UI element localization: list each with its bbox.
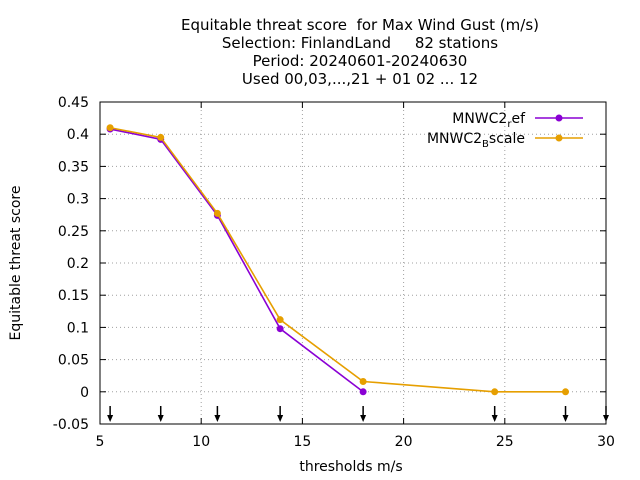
x-tick-label-1: 10 xyxy=(192,434,210,450)
legend-entry-0: MNWC2ref xyxy=(452,111,583,130)
threshold-arrow-7 xyxy=(603,406,609,422)
threshold-arrows xyxy=(107,406,609,422)
series-1-point-2 xyxy=(213,209,221,217)
title-line-2: Period: 20240601-20240630 xyxy=(253,52,468,70)
y-tick-label-1: 0 xyxy=(80,385,89,401)
legend-label-1: MNWC2Bscale xyxy=(427,131,525,150)
series-0-point-4 xyxy=(359,388,367,396)
y-tick-label-2: 0.05 xyxy=(58,353,89,369)
threshold-arrow-6 xyxy=(562,406,569,422)
series-1-point-1 xyxy=(157,133,165,141)
y-tick-label-3: 0.1 xyxy=(67,320,89,336)
x-tick-label-2: 15 xyxy=(293,434,311,450)
threshold-arrow-3 xyxy=(277,406,284,422)
grid xyxy=(100,102,606,424)
y-tick-label-9: 0.4 xyxy=(67,127,89,143)
x-tick-label-5: 30 xyxy=(597,434,615,450)
x-axis-label: thresholds m/s xyxy=(299,459,402,475)
threshold-arrow-4 xyxy=(360,406,367,422)
y-tick-label-8: 0.35 xyxy=(58,159,89,175)
title-line-1: Selection: FinlandLand 82 stations xyxy=(222,34,498,52)
title-line-0: Equitable threat score for Max Wind Gust… xyxy=(181,16,539,34)
y-axis-ticks: -0.05 0 0.05 0.1 0.15 0.2 0.25 0.3 0.35 0.4 0.45 xyxy=(53,95,606,433)
y-tick-label-10: 0.45 xyxy=(58,95,89,111)
series xyxy=(106,124,570,396)
series-line-1 xyxy=(109,126,566,393)
x-tick-label-3: 20 xyxy=(395,434,413,450)
series-1-point-5 xyxy=(491,388,499,396)
title-line-3: Used 00,03,...,21 + 01 02 ... 12 xyxy=(242,70,478,88)
threshold-arrow-5 xyxy=(491,406,498,422)
y-tick-label-7: 0.3 xyxy=(67,192,89,208)
series-1-point-4 xyxy=(359,377,367,385)
x-tick-label-4: 25 xyxy=(496,434,514,450)
legend-swatch-point-1 xyxy=(555,134,563,142)
legend-entry-1: MNWC2Bscale xyxy=(427,131,583,150)
threshold-arrow-2 xyxy=(214,406,221,422)
y-tick-label-5: 0.2 xyxy=(67,256,89,272)
y-axis-label: Equitable threat score xyxy=(8,186,24,341)
threshold-arrow-0 xyxy=(107,406,114,422)
legend-label-0: MNWC2ref xyxy=(452,111,526,130)
series-1-point-3 xyxy=(276,316,284,324)
y-tick-label-0: -0.05 xyxy=(53,417,89,433)
x-tick-label-0: 5 xyxy=(96,434,105,450)
chart-title: Equitable threat score for Max Wind Gust… xyxy=(181,16,539,88)
y-tick-label-4: 0.15 xyxy=(58,288,89,304)
series-0-point-3 xyxy=(276,325,284,333)
series-1-point-6 xyxy=(562,388,570,396)
legend-swatch-point-0 xyxy=(555,114,563,122)
x-axis-ticks: 5 10 15 20 25 30 xyxy=(96,102,615,450)
y-tick-label-6: 0.25 xyxy=(58,224,89,240)
series-1-point-0 xyxy=(106,124,114,132)
threshold-arrow-1 xyxy=(157,406,164,422)
series-1 xyxy=(106,124,570,396)
